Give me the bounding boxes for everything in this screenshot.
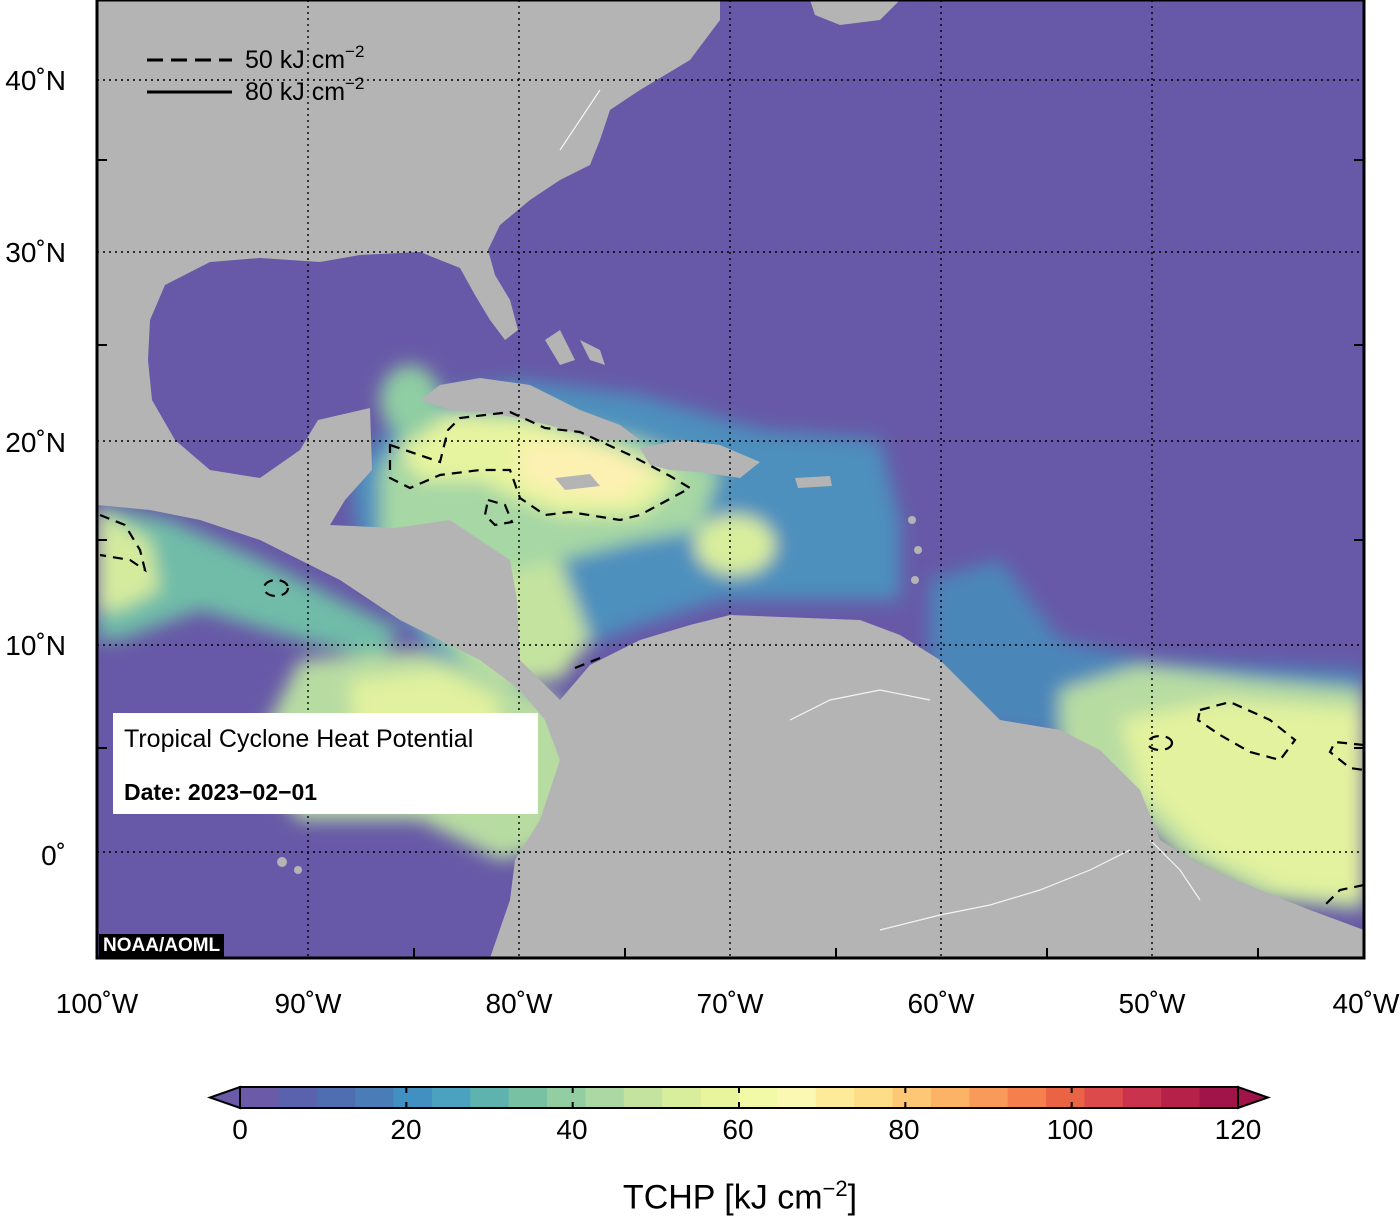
lat-label: 40˚N: [5, 65, 66, 96]
colorbar-segment: [585, 1087, 625, 1108]
lat-label: 0˚: [41, 840, 66, 871]
colorbar-min-arrow: [206, 1085, 241, 1110]
longitude-labels: 100˚W 90˚W 80˚W 70˚W 60˚W 50˚W 40˚W: [56, 988, 1400, 1019]
tchp-yucatan-patch: [380, 365, 440, 435]
colorbar-tick-label: 0: [232, 1114, 248, 1145]
lon-label: 60˚W: [908, 988, 975, 1019]
axis-ticks: [97, 159, 1364, 958]
map-area: [97, 0, 1364, 958]
colorbar-tick-label: 80: [888, 1114, 920, 1145]
contour-caribbean: [388, 410, 693, 522]
contour-atlantic-4: [1324, 883, 1364, 906]
land-north-america: [97, 0, 1364, 958]
land-bahamas: [545, 330, 575, 365]
colorbar-segment: [1007, 1087, 1047, 1108]
lon-label: 80˚W: [486, 988, 553, 1019]
colorbar-tick-label: 40: [556, 1114, 588, 1145]
land-lesser-antilles-3: [911, 576, 919, 584]
info-title: Tropical Cyclone Heat Potential: [124, 725, 474, 753]
land-lesser-antilles-2: [914, 546, 922, 554]
colorbar-segment: [393, 1087, 433, 1108]
colorbar-segment: [854, 1087, 894, 1108]
contour-pacific-2: [262, 578, 290, 598]
tchp-atlantic-yellow: [1120, 700, 1364, 900]
colorbar-segment: [1161, 1087, 1201, 1108]
colorbar-segment: [623, 1087, 663, 1108]
colorbar-segment: [739, 1087, 778, 1108]
lon-label: 40˚W: [1333, 988, 1400, 1019]
colorbar-segment: [1046, 1087, 1085, 1108]
land-galapagos-2: [294, 866, 302, 874]
info-box: Tropical Cyclone Heat Potential Date: 20…: [113, 713, 538, 814]
colorbar-segment: [662, 1087, 702, 1108]
contour-caribbean-small: [483, 498, 514, 527]
legend-dashed-label: 50 kJ cm−2: [245, 42, 364, 74]
map-frame: [95, 0, 1366, 960]
colorbar-segment: [547, 1087, 586, 1108]
colorbar-tick-label: 120: [1214, 1114, 1262, 1145]
land-bahamas-2: [580, 340, 605, 365]
colorbar-segment: [930, 1087, 970, 1108]
tchp-antilles-patch: [695, 515, 775, 575]
tchp-pacific-north: [97, 505, 400, 660]
contour-atlantic-3: [1328, 740, 1364, 772]
lat-label: 30˚N: [5, 237, 66, 268]
colorbar-tick-label: 20: [390, 1114, 422, 1145]
latitude-labels: 40˚N 30˚N 20˚N 10˚N 0˚: [5, 65, 66, 871]
lon-label: 90˚W: [275, 988, 342, 1019]
colorbar-title: TCHP [kJ cm−2]: [622, 1176, 858, 1217]
colorbar-segment: [1084, 1087, 1124, 1108]
land-nova-scotia: [810, 0, 900, 25]
land-cuba: [420, 378, 640, 440]
colorbar-segment: [700, 1087, 740, 1108]
tchp-pacific-north-yellow: [97, 510, 160, 610]
info-date: Date: 2023−02−01: [124, 779, 318, 805]
colorbar-tick-label: 60: [722, 1114, 754, 1145]
colorbar-segment: [777, 1087, 817, 1108]
credit-badge: NOAA/AOML: [99, 934, 225, 957]
colorbar-segment: [355, 1087, 395, 1108]
legend-solid-label: 80 kJ cm−2: [245, 74, 364, 106]
colorbar-segment: [1122, 1087, 1162, 1108]
contour-pacific-1: [99, 513, 147, 573]
colorbar-segment: [431, 1087, 471, 1108]
colorbar-segment: [969, 1087, 1009, 1108]
contour-legend: 50 kJ cm−2 80 kJ cm−2: [147, 42, 364, 106]
lat-label: 20˚N: [5, 427, 66, 458]
lon-label: 70˚W: [697, 988, 764, 1019]
contour-50: [99, 410, 1364, 906]
colorbar-segment: [815, 1087, 855, 1108]
colorbar: [206, 1085, 1272, 1110]
colorbar-segment: [240, 1087, 279, 1108]
tchp-caribbean-core: [520, 440, 660, 500]
contour-colombia: [574, 656, 601, 670]
lon-label: 50˚W: [1119, 988, 1186, 1019]
colorbar-segment: [1199, 1087, 1239, 1108]
colorbar-segment: [278, 1087, 318, 1108]
land-jamaica: [555, 474, 600, 490]
colorbar-max-arrow: [1237, 1085, 1272, 1110]
land-galapagos-1: [277, 857, 287, 867]
colorbar-segment: [892, 1087, 932, 1108]
lon-label: 100˚W: [56, 988, 139, 1019]
colorbar-segment: [316, 1087, 356, 1108]
lat-label: 10˚N: [5, 630, 66, 661]
land-puerto-rico: [795, 476, 832, 488]
rivers: [559, 89, 1201, 931]
contour-atlantic-2: [1146, 734, 1174, 752]
colorbar-segment: [508, 1087, 548, 1108]
colorbar-segment: [470, 1087, 510, 1108]
colorbar-tick-label: 100: [1046, 1114, 1094, 1145]
land-lesser-antilles-1: [908, 516, 916, 524]
